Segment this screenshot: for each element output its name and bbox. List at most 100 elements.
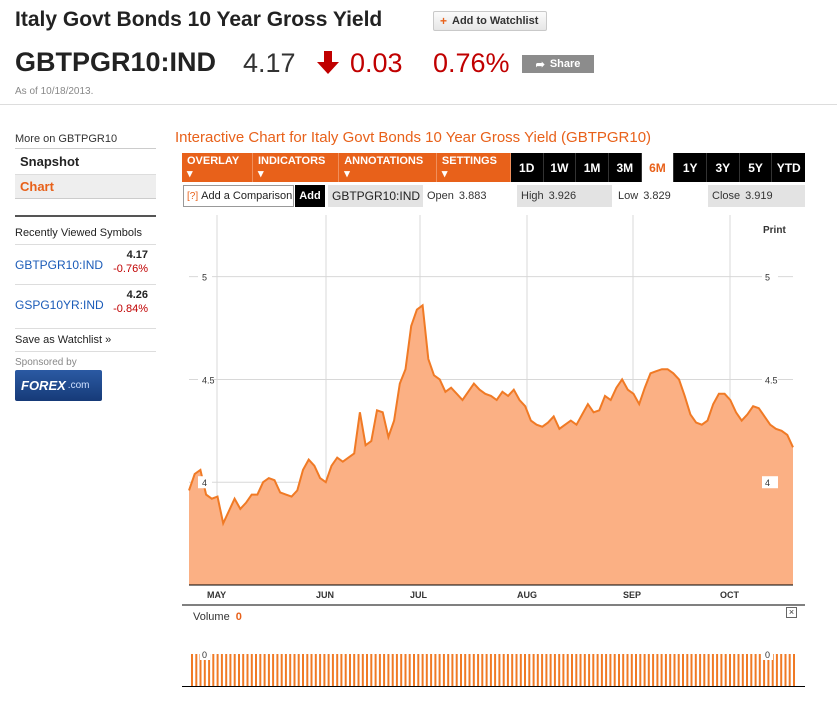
close-label: Close bbox=[712, 190, 741, 202]
volume-bar bbox=[775, 654, 778, 686]
price-chart[interactable]: 4 4 4.5 4.5 5 5 MAY JUN JUL AUG SEP OCT 0 0 bbox=[182, 210, 805, 690]
volume-bar bbox=[528, 654, 531, 686]
volume-bar bbox=[284, 654, 287, 686]
volume-bar bbox=[319, 654, 322, 686]
volume-bar bbox=[592, 654, 595, 686]
add-comparison-input[interactable]: [?] Add a Comparison bbox=[183, 185, 294, 207]
volume-bar bbox=[733, 654, 736, 686]
forex-logo-suffix: .com bbox=[67, 380, 90, 391]
y-tick-label-right: 4 bbox=[765, 478, 770, 488]
volume-bar bbox=[447, 654, 450, 686]
volume-bar bbox=[724, 654, 727, 686]
low-label: Low bbox=[618, 190, 639, 202]
volume-bar bbox=[387, 654, 390, 686]
price-line bbox=[188, 303, 794, 527]
close-icon[interactable]: × bbox=[786, 607, 797, 618]
volume-bar bbox=[639, 654, 642, 686]
volume-bar bbox=[618, 654, 620, 686]
forex-logo[interactable]: FOREX .com bbox=[15, 370, 102, 401]
volume-bar bbox=[220, 654, 223, 686]
help-icon[interactable]: [?] bbox=[187, 190, 199, 202]
range-ytd[interactable]: YTD bbox=[776, 160, 801, 175]
volume-bar bbox=[788, 654, 791, 686]
volume-bar bbox=[250, 654, 253, 686]
volume-bar bbox=[259, 654, 262, 686]
share-label: Share bbox=[549, 58, 581, 70]
divider bbox=[0, 104, 837, 105]
volume-bar bbox=[536, 654, 539, 686]
volume-label: Volume bbox=[193, 611, 230, 623]
range-1m[interactable]: 1M bbox=[576, 153, 609, 182]
volume-bar bbox=[280, 654, 283, 686]
volume-bar bbox=[729, 654, 731, 686]
volume-tick-label-right: 0 bbox=[765, 650, 770, 660]
open-label: Open bbox=[427, 190, 454, 202]
volume-bar bbox=[780, 654, 783, 686]
share-button[interactable]: ➦ Share bbox=[522, 55, 594, 73]
volume-bar bbox=[199, 654, 202, 686]
as-of-date: As of 10/18/2013. bbox=[15, 86, 94, 97]
volume-bar bbox=[246, 654, 249, 686]
annotations-menu[interactable]: ANNOTATIONS ▾ bbox=[339, 153, 437, 182]
volume-bar bbox=[793, 654, 795, 686]
volume-bar bbox=[720, 654, 723, 686]
volume-bar bbox=[699, 654, 702, 686]
volume-bar bbox=[626, 654, 629, 686]
range-1y[interactable]: 1Y bbox=[674, 153, 707, 182]
volume-bar bbox=[460, 654, 462, 686]
range-5y[interactable]: 5Y bbox=[740, 153, 773, 182]
volume-bar bbox=[575, 654, 578, 686]
y-tick-label-right: 5 bbox=[765, 273, 770, 283]
volume-bar bbox=[746, 654, 748, 686]
volume-bar bbox=[524, 654, 526, 686]
print-link[interactable]: Print bbox=[763, 225, 786, 236]
high-cell: High 3.926 bbox=[517, 185, 612, 207]
volume-bar bbox=[673, 654, 676, 686]
price-area bbox=[189, 305, 793, 585]
range-3y[interactable]: 3Y bbox=[707, 153, 740, 182]
recent-symbol-link[interactable]: GBTPGR10:IND bbox=[15, 258, 104, 272]
volume-bar bbox=[455, 654, 458, 686]
range-6m[interactable]: 6M bbox=[641, 153, 675, 182]
overlay-menu[interactable]: OVERLAY ▾ bbox=[182, 153, 253, 182]
volume-tick-bg-left bbox=[200, 648, 210, 660]
volume-bar bbox=[464, 654, 467, 686]
volume-bar bbox=[549, 654, 552, 686]
volume-bar bbox=[694, 654, 697, 686]
y-tick-label-bg-left bbox=[198, 476, 212, 489]
add-comparison-button[interactable]: Add bbox=[295, 185, 325, 207]
volume-bar bbox=[238, 654, 240, 686]
y-tick-label-bg-right bbox=[762, 373, 778, 386]
x-tick-label: OCT bbox=[720, 590, 740, 600]
volume-bar bbox=[588, 654, 591, 686]
volume-bar bbox=[434, 654, 437, 686]
y-tick-label-left: 4.5 bbox=[202, 375, 215, 385]
volume-bar bbox=[545, 654, 548, 686]
volume-bar bbox=[408, 654, 411, 686]
volume-bar bbox=[413, 654, 415, 686]
volume-bar bbox=[605, 654, 608, 686]
volume-bar bbox=[489, 654, 492, 686]
save-as-watchlist-link[interactable]: Save as Watchlist » bbox=[15, 328, 156, 352]
volume-bar bbox=[498, 654, 501, 686]
indicators-menu[interactable]: INDICATORS ▾ bbox=[252, 153, 340, 182]
volume-value: 0 bbox=[235, 611, 242, 623]
volume-bar bbox=[310, 654, 313, 686]
y-tick-label-bg-left bbox=[198, 373, 212, 386]
volume-bar bbox=[519, 654, 522, 686]
settings-menu[interactable]: SETTINGS ▾ bbox=[436, 153, 511, 182]
volume-bar bbox=[579, 654, 582, 686]
range-1w[interactable]: 1W bbox=[544, 153, 577, 182]
range-3m[interactable]: 3M bbox=[609, 153, 642, 182]
volume-bar bbox=[451, 654, 454, 686]
volume-bar bbox=[652, 654, 655, 686]
range-1d[interactable]: 1D bbox=[511, 153, 544, 182]
volume-bar bbox=[361, 654, 364, 686]
volume-bar bbox=[344, 654, 347, 686]
sidebar-item-snapshot[interactable]: Snapshot bbox=[15, 148, 156, 173]
divider bbox=[15, 215, 156, 217]
recent-symbol-link[interactable]: GSPG10YR:IND bbox=[15, 298, 104, 312]
sidebar-item-chart[interactable]: Chart bbox=[15, 174, 156, 199]
add-to-watchlist-button[interactable]: + Add to Watchlist bbox=[433, 11, 548, 31]
volume-bar bbox=[242, 654, 245, 686]
